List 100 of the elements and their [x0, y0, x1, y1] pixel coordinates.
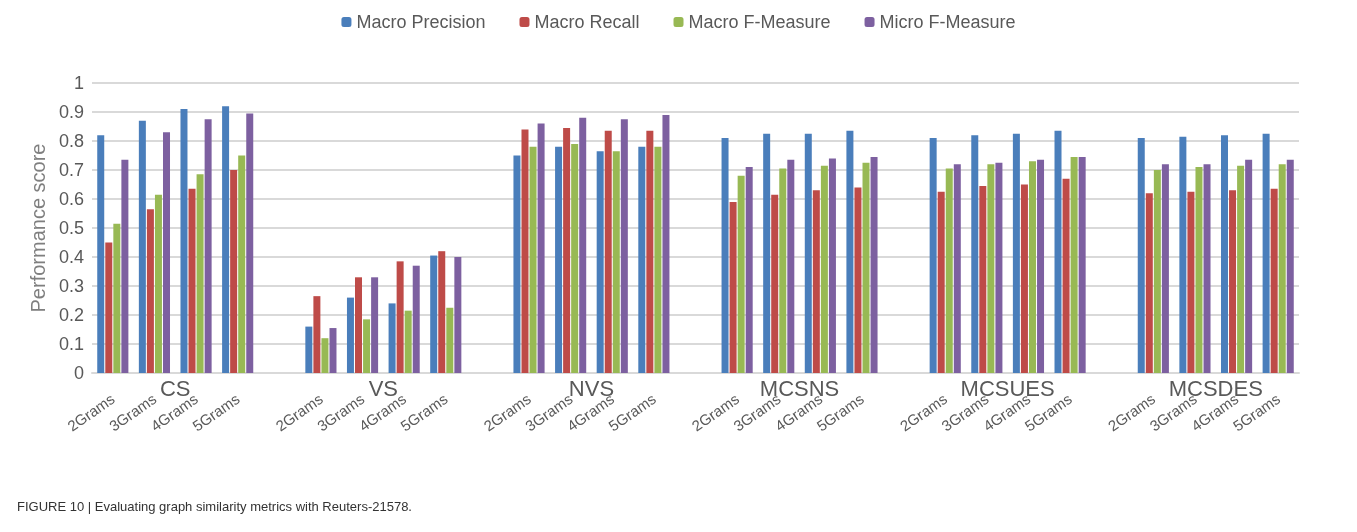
bar: [620, 119, 628, 373]
bar: [1220, 135, 1228, 373]
bar: [779, 168, 787, 373]
bar: [321, 338, 329, 373]
bar: [454, 257, 462, 373]
bar: [604, 130, 612, 373]
bar: [979, 185, 987, 373]
bar: [563, 127, 571, 373]
bar: [529, 146, 537, 373]
bar: [596, 151, 604, 373]
bar: [154, 194, 162, 373]
y-tick-label: 0.3: [58, 276, 84, 296]
bar: [1037, 159, 1045, 373]
bar: [521, 129, 529, 373]
y-tick-label: 0.2: [58, 305, 84, 325]
bar: [870, 156, 878, 373]
bar: [346, 297, 354, 373]
bar: [1137, 138, 1145, 373]
bar: [820, 165, 828, 373]
bar: [121, 159, 129, 373]
bar: [1145, 193, 1153, 373]
bar: [396, 261, 404, 373]
bar: [438, 251, 446, 373]
y-axis-title: Performance score: [27, 143, 50, 313]
legend-label: Micro F-Measure: [879, 12, 1016, 32]
bar: [1161, 164, 1169, 373]
bar: [388, 303, 396, 373]
legend-label: Macro F-Measure: [688, 12, 831, 32]
y-tick-label: 0.1: [58, 334, 84, 354]
bar: [204, 119, 212, 373]
bar: [1020, 184, 1028, 373]
bar: [1262, 133, 1270, 373]
y-tick-label: 0: [73, 363, 84, 383]
bar: [937, 191, 945, 373]
y-tick-label: 0.6: [58, 189, 84, 209]
bar: [196, 174, 204, 373]
bar: [97, 135, 105, 373]
y-tick-label: 0.7: [58, 160, 84, 180]
bar: [987, 164, 995, 373]
bar: [404, 310, 412, 373]
bar: [222, 106, 230, 373]
bar: [1278, 164, 1286, 373]
bar: [513, 155, 521, 373]
bar: [1070, 156, 1078, 373]
y-tick-label: 0.4: [58, 247, 84, 267]
bar: [737, 175, 745, 373]
bar: [146, 209, 154, 373]
bar: [763, 133, 771, 373]
bar: [180, 109, 188, 373]
bar: [1078, 156, 1086, 373]
bar: [537, 123, 545, 373]
bar: [305, 326, 313, 373]
bar: [995, 162, 1003, 373]
bar: [945, 168, 953, 373]
bar: [1062, 178, 1070, 373]
y-tick-label: 0.8: [58, 131, 84, 151]
bar: [646, 130, 654, 373]
bar: [812, 190, 820, 373]
bar: [638, 146, 646, 373]
bar: [571, 143, 579, 373]
bar: [163, 132, 171, 373]
bar: [1203, 164, 1211, 373]
bar: [313, 296, 321, 373]
bar: [555, 146, 563, 373]
bar: [113, 223, 121, 373]
bar: [862, 162, 870, 373]
bar: [787, 159, 795, 373]
bar: [846, 130, 854, 373]
bar: [1286, 159, 1294, 373]
bar: [771, 194, 779, 373]
bar: [1153, 170, 1161, 373]
bar: [138, 120, 146, 373]
bar: [371, 277, 379, 373]
bar: [188, 188, 196, 373]
bar: [929, 138, 937, 373]
bar: [246, 113, 254, 373]
legend-label: Macro Recall: [534, 12, 640, 32]
bar: [412, 265, 420, 373]
bar: [579, 117, 587, 373]
bar: [1179, 136, 1187, 373]
bar: [729, 201, 737, 373]
bar: [230, 170, 238, 373]
bar: [355, 277, 363, 373]
bar: [329, 328, 337, 373]
bar: [662, 114, 670, 373]
bar: [612, 151, 620, 373]
bar: [721, 138, 729, 373]
y-tick-label: 0.9: [58, 102, 84, 122]
text: FIGURE 10 | Evaluating graph similarity metrics with Reuters-21578.: [17, 499, 412, 514]
bar: [828, 158, 836, 373]
bar: [745, 167, 753, 373]
bar: [1270, 188, 1278, 373]
bar: [654, 146, 662, 373]
bar: [1245, 159, 1253, 373]
bar: [1012, 133, 1020, 373]
bar: [430, 255, 438, 373]
legend-label: Macro Precision: [356, 12, 486, 32]
y-tick-label: 1: [73, 73, 84, 93]
bar: [238, 155, 246, 373]
bar: [1195, 167, 1203, 373]
